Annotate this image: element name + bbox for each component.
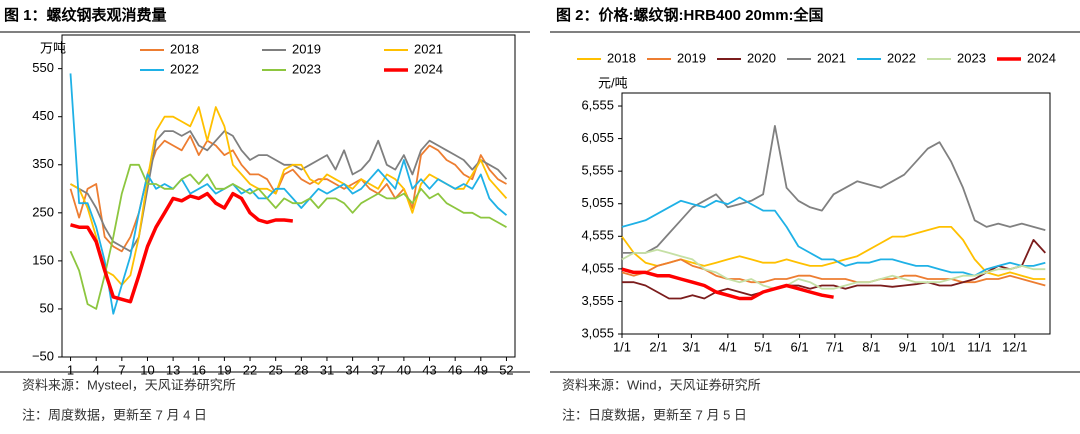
x-tick-label: 13 <box>166 362 180 377</box>
x-tick-label: 12/1 <box>1002 339 1027 354</box>
series-line <box>69 163 507 310</box>
x-tick-label: 1 <box>67 362 74 377</box>
y-tick-label: 6,555 <box>581 97 614 112</box>
x-tick-label: 11/1 <box>967 339 991 354</box>
y-tick-label: 3,555 <box>581 293 614 308</box>
y-tick-label: 5,055 <box>581 195 614 210</box>
legend-label: 2022 <box>887 50 916 65</box>
x-tick-label: 46 <box>448 362 462 377</box>
chart-title: 图 2：价格:螺纹钢:HRB400 20mm:全国 <box>556 6 824 24</box>
x-tick-label: 4/1 <box>719 339 737 354</box>
x-tick-label: 10/1 <box>930 339 955 354</box>
series-line <box>70 130 508 253</box>
chart-title: 图 1：螺纹钢表观消费量 <box>4 6 167 24</box>
y-tick-label: 150 <box>32 252 54 267</box>
legend-label: 2021 <box>414 41 443 56</box>
y-axis-unit: 万吨 <box>40 40 66 55</box>
series-line <box>622 125 1046 254</box>
x-tick-label: 7 <box>118 362 125 377</box>
y-tick-label: 550 <box>32 60 54 75</box>
x-tick-label: 31 <box>320 362 334 377</box>
series-line <box>69 73 508 315</box>
x-tick-label: 2/1 <box>649 339 667 354</box>
x-tick-label: 3/1 <box>682 339 700 354</box>
y-tick-label: 450 <box>32 108 54 123</box>
x-tick-label: 9/1 <box>899 339 917 354</box>
x-tick-label: 22 <box>243 362 257 377</box>
legend-label: 2024 <box>1027 50 1056 65</box>
series-line <box>622 239 1046 300</box>
x-tick-label: 49 <box>474 362 488 377</box>
y-tick-label: 50 <box>40 300 54 315</box>
plot-frame <box>61 34 516 358</box>
y-tick-label: 6,055 <box>581 130 614 145</box>
x-tick-label: 19 <box>217 362 231 377</box>
series-line <box>70 106 508 286</box>
x-tick-label: 34 <box>345 362 359 377</box>
series-line <box>621 196 1046 277</box>
x-tick-label: 28 <box>294 362 308 377</box>
x-tick-label: 6/1 <box>791 339 809 354</box>
y-axis-unit: 元/吨 <box>598 75 628 90</box>
x-tick-label: 5/1 <box>754 339 772 354</box>
x-tick-label: 7/1 <box>826 339 844 354</box>
legend-label: 2024 <box>414 61 443 76</box>
y-tick-label: 4,555 <box>581 228 614 243</box>
x-tick-label: 1/1 <box>613 339 631 354</box>
legend-label: 2021 <box>817 50 846 65</box>
series-line <box>621 267 834 301</box>
source: 资料来源：Mysteel，天风证券研究所 <box>22 377 236 392</box>
legend-label: 2023 <box>292 61 321 76</box>
plot-frame <box>621 92 1051 335</box>
x-tick-label: 43 <box>422 362 436 377</box>
y-tick-label: 350 <box>32 156 54 171</box>
y-tick-label: 4,055 <box>581 260 614 275</box>
legend-label: 2018 <box>170 41 199 56</box>
x-tick-label: 25 <box>268 362 282 377</box>
x-tick-label: 16 <box>192 362 206 377</box>
series-line <box>621 226 1046 280</box>
legend-label: 2018 <box>607 50 636 65</box>
source: 资料来源：Wind，天风证券研究所 <box>562 377 761 392</box>
x-tick-label: 8/1 <box>862 339 880 354</box>
legend-label: 2019 <box>292 41 321 56</box>
series-line <box>621 258 1046 287</box>
note: 注：周度数据，更新至 7 月 4 日 <box>22 407 207 422</box>
x-tick-label: 37 <box>371 362 385 377</box>
x-tick-label: 40 <box>397 362 411 377</box>
series-line <box>70 191 294 304</box>
legend-label: 2023 <box>957 50 986 65</box>
x-tick-label: 10 <box>140 362 154 377</box>
series-line <box>621 248 1046 290</box>
y-tick-label: 5,555 <box>581 163 614 178</box>
x-tick-label: 52 <box>499 362 513 377</box>
note: 注：日度数据，更新至 7 月 5 日 <box>562 407 747 422</box>
x-tick-label: 4 <box>93 362 100 377</box>
y-tick-label: 3,055 <box>581 325 614 340</box>
y-tick-label: −50 <box>32 348 54 363</box>
legend-label: 2019 <box>677 50 706 65</box>
legend-label: 2022 <box>170 61 199 76</box>
y-tick-label: 250 <box>32 204 54 219</box>
legend-label: 2020 <box>747 50 776 65</box>
